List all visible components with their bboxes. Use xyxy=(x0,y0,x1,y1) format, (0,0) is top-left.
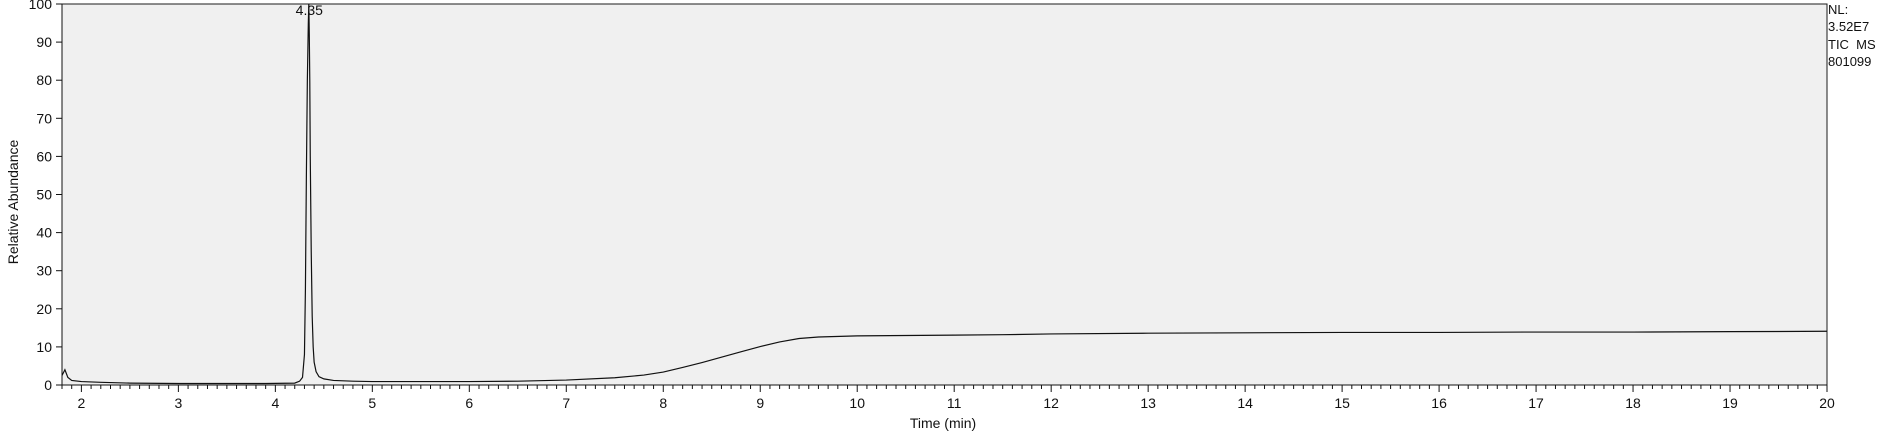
x-axis-label: Time (min) xyxy=(910,415,976,431)
side-info-nl: NL: xyxy=(1828,2,1848,17)
peak-label: 4.35 xyxy=(296,2,323,18)
x-tick-label: 5 xyxy=(368,395,376,411)
x-tick-label: 4 xyxy=(271,395,279,411)
x-tick-label: 16 xyxy=(1431,395,1447,411)
y-tick-label: 70 xyxy=(36,110,52,126)
x-tick-label: 9 xyxy=(756,395,764,411)
y-tick-label: 100 xyxy=(29,0,53,12)
side-info-id: 801099 xyxy=(1828,54,1871,69)
x-tick-label: 12 xyxy=(1043,395,1059,411)
side-info-value: 3.52E7 xyxy=(1828,19,1869,34)
x-tick-label: 7 xyxy=(562,395,570,411)
x-tick-label: 14 xyxy=(1237,395,1253,411)
x-tick-label: 19 xyxy=(1722,395,1738,411)
y-tick-label: 40 xyxy=(36,225,52,241)
y-tick-label: 90 xyxy=(36,34,52,50)
x-tick-label: 17 xyxy=(1528,395,1544,411)
x-tick-label: 6 xyxy=(465,395,473,411)
x-tick-label: 20 xyxy=(1819,395,1835,411)
x-tick-label: 8 xyxy=(659,395,667,411)
y-axis-ticks: 0 10 20 30 40 50 60 70 80 90 100 xyxy=(29,0,62,393)
y-tick-label: 20 xyxy=(36,301,52,317)
x-tick-label: 11 xyxy=(947,395,962,411)
tic-trace-line xyxy=(61,3,1828,385)
x-tick-label: 2 xyxy=(77,395,85,411)
x-axis-ticks: 2 3 4 5 6 7 8 9 10 11 12 13 14 15 16 17 18 19 20 xyxy=(77,385,1835,411)
y-axis-label: Relative Abundance xyxy=(5,140,21,265)
y-tick-label: 50 xyxy=(36,187,52,203)
y-tick-label: 0 xyxy=(44,377,52,393)
x-tick-label: 13 xyxy=(1140,395,1156,411)
y-tick-label: 10 xyxy=(36,339,52,355)
x-tick-label: 18 xyxy=(1625,395,1641,411)
x-tick-label: 15 xyxy=(1334,395,1350,411)
y-tick-label: 60 xyxy=(36,148,52,164)
x-axis-minor-ticks xyxy=(61,385,1818,389)
y-tick-label: 30 xyxy=(36,263,52,279)
x-tick-label: 10 xyxy=(849,395,865,411)
plot-area xyxy=(61,3,1828,386)
x-tick-label: 3 xyxy=(174,395,182,411)
y-tick-label: 80 xyxy=(36,72,52,88)
side-info-tic: TIC MS xyxy=(1828,37,1876,52)
